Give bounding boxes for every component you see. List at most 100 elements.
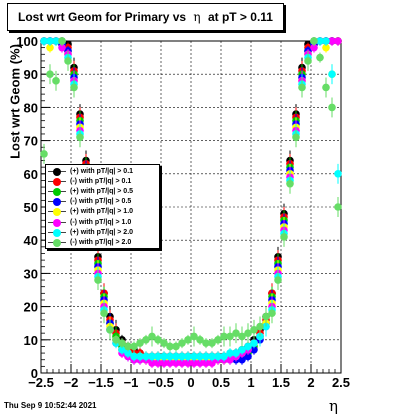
data-point [310,37,318,45]
data-point [166,352,174,361]
data-point [334,170,342,178]
data-point [178,359,186,367]
legend-label: (-) with pT/|q| > 0.1 [70,178,132,186]
legend-entry: (+) with pT/|q| > 0.5 [46,187,159,197]
data-point [310,43,318,52]
y-tick-label: 70 [24,134,38,149]
data-point [208,339,216,347]
legend: (+) with pT/|q| > 0.1 (-) with pT/|q| > 0… [45,164,160,249]
series-8 [40,37,342,352]
data-point [112,336,120,344]
title-eta-symbol: η [193,10,201,24]
data-point [154,352,162,361]
y-tick-label: 0 [31,366,38,381]
data-point [172,359,180,367]
data-point [334,203,342,211]
legend-marker [53,188,61,197]
data-point [100,309,108,318]
x-tick-label: −0.5 [148,375,174,390]
y-tick-label: 80 [24,100,38,115]
y-axis-label: Lost wrt Geom (%) [7,44,23,159]
data-point [172,352,180,361]
data-point [160,352,168,361]
legend-entry: (+) with pT/|q| > 0.1 [46,167,159,177]
data-point [154,359,162,367]
data-point [124,349,132,357]
data-point [250,339,258,347]
data-point [184,352,192,361]
legend-marker [53,168,61,176]
data-point [46,43,54,52]
x-tick-label: 2.5 [332,375,350,390]
data-point [196,352,204,361]
legend-marker [53,198,61,207]
x-tick-label: −1 [124,375,139,390]
data-point [124,342,132,351]
x-tick-label: 0 [187,375,194,390]
data-point [328,37,336,45]
y-tick-label: 20 [24,300,38,315]
data-point [160,359,168,367]
data-point [280,233,288,241]
legend-entry: (-) with pT/|q| > 1.0 [46,218,159,228]
data-point [142,352,150,361]
data-point [148,352,156,361]
data-point [172,342,180,351]
x-tick-label: −1.5 [88,375,114,390]
data-point [148,332,156,341]
data-point [316,37,324,45]
data-point [196,359,204,367]
data-point [250,345,258,354]
data-point [328,103,336,112]
data-point [46,37,54,45]
data-point [70,83,78,92]
x-tick-label: 2 [307,375,314,390]
x-axis-label: η [329,397,338,415]
x-tick-label: −2.5 [28,375,54,390]
data-point [58,43,66,52]
data-point [46,70,54,78]
data-point [226,349,234,357]
chart-title: Lost wrt Geom for Primary vs η at pT > 0… [7,3,284,31]
data-point [58,37,66,45]
data-point [148,359,156,367]
legend-entry: (-) with pT/|q| > 2.0 [46,238,159,248]
data-point [238,345,246,354]
legend-label: (-) with pT/|q| > 1.0 [70,218,132,226]
data-point [76,133,84,142]
data-point [118,345,126,354]
data-point [220,332,228,341]
data-point [238,332,246,341]
data-point [184,336,192,344]
data-point [160,339,168,347]
data-point [328,70,336,78]
legend-entry: (+) with pT/|q| > 1.0 [46,207,159,217]
legend-marker [53,238,61,247]
data-point [52,37,60,45]
data-point [52,77,60,85]
data-point [322,83,330,92]
data-point [106,326,114,334]
data-point [178,352,186,361]
data-point [232,329,240,337]
data-point [214,352,222,361]
data-point [226,355,234,364]
timestamp: Thu Sep 9 10:52:44 2021 [4,401,97,410]
y-tick-label: 30 [24,266,38,281]
data-point [232,349,240,357]
data-point [274,276,282,284]
data-point [136,339,144,347]
data-point [154,336,162,344]
data-point [202,339,210,347]
data-point [190,332,198,341]
data-point [238,355,246,364]
legend-marker [53,218,61,227]
data-point [40,150,48,158]
legend-label: (-) with pT/|q| > 2.0 [70,238,132,246]
data-point [166,342,174,351]
data-point [208,359,216,367]
legend-entry: (-) with pT/|q| > 0.5 [46,197,159,207]
y-tick-label: 60 [24,167,38,182]
data-point [196,336,204,344]
